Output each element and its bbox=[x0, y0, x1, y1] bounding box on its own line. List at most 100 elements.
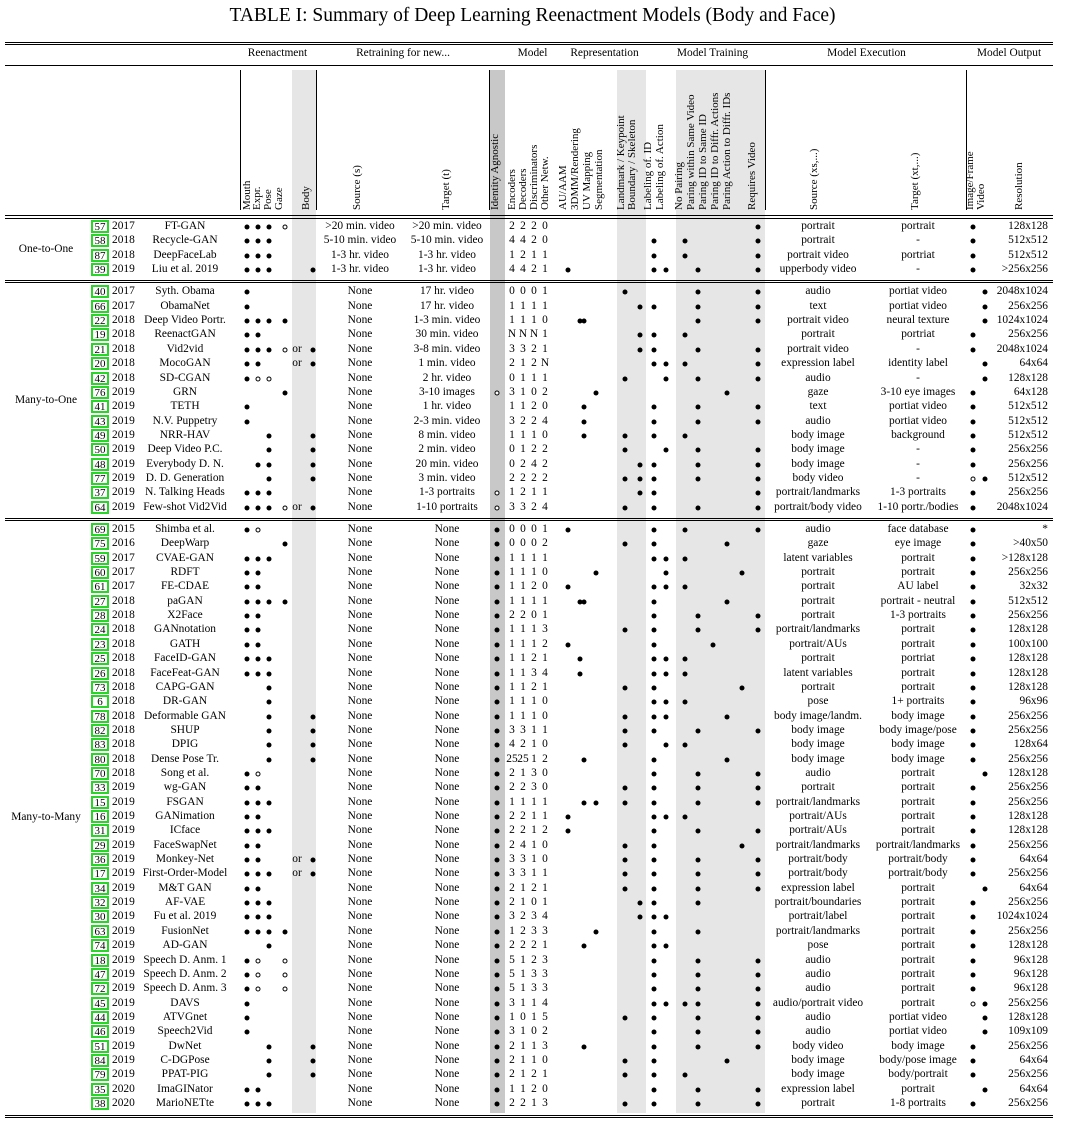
column-header: Paring ID to Diffr. Actions bbox=[709, 92, 721, 210]
row-source: None bbox=[347, 939, 373, 952]
header-separator bbox=[316, 70, 317, 210]
row-model-name: NRR-HAV bbox=[159, 428, 211, 441]
row-exec-target: portrait/body bbox=[888, 853, 948, 866]
row-exec-target: portrait bbox=[901, 623, 935, 636]
row-other-networks: 1 bbox=[542, 896, 548, 909]
check-mark bbox=[724, 1058, 730, 1064]
check-mark bbox=[494, 886, 500, 892]
check-mark bbox=[651, 1044, 657, 1050]
reference-badge: 16 bbox=[91, 810, 109, 823]
check-mark bbox=[266, 447, 272, 453]
check-mark bbox=[970, 347, 976, 353]
check-mark bbox=[755, 347, 761, 353]
check-mark bbox=[255, 599, 261, 605]
check-mark bbox=[565, 814, 571, 820]
row-encoders: 2 bbox=[509, 1097, 515, 1109]
row-exec-source: portrait bbox=[801, 328, 835, 341]
row-resolution: >256x256 bbox=[1001, 263, 1048, 276]
row-target: None bbox=[434, 723, 460, 736]
check-mark bbox=[494, 599, 500, 605]
check-mark bbox=[255, 843, 261, 849]
check-mark bbox=[695, 462, 701, 468]
reference-badge: 77 bbox=[91, 471, 109, 485]
row-decoders: 1 bbox=[520, 566, 526, 579]
row-encoders: 2 bbox=[509, 896, 515, 909]
row-target: 3-10 images bbox=[419, 385, 475, 398]
check-mark bbox=[651, 843, 657, 849]
check-mark bbox=[970, 419, 976, 425]
row-exec-target: - bbox=[916, 342, 920, 355]
header-separator bbox=[966, 70, 967, 210]
check-mark bbox=[755, 376, 761, 381]
row-discriminators: 1 bbox=[531, 723, 537, 736]
check-mark bbox=[255, 490, 261, 496]
check-mark bbox=[682, 814, 688, 820]
row-decoders: 3 bbox=[520, 723, 526, 736]
row-encoders: 3 bbox=[509, 723, 515, 736]
check-mark bbox=[682, 656, 688, 662]
row-year: 2019 bbox=[112, 1068, 135, 1081]
check-mark bbox=[255, 857, 261, 863]
row-other-networks: 1 bbox=[542, 810, 548, 822]
check-mark bbox=[622, 376, 628, 381]
row-year: 2019 bbox=[112, 810, 135, 822]
row-exec-target: eye image bbox=[894, 537, 942, 550]
check-mark bbox=[695, 958, 701, 963]
check-mark bbox=[755, 404, 761, 410]
row-decoders: 1 bbox=[520, 580, 526, 593]
check-mark bbox=[755, 289, 761, 295]
check-mark bbox=[982, 1087, 988, 1093]
row-discriminators: 0 bbox=[531, 537, 537, 550]
row-exec-target: portrait bbox=[901, 795, 935, 808]
row-model-name: Syth. Obama bbox=[155, 285, 215, 298]
row-discriminators: 1 bbox=[531, 838, 537, 851]
check-mark bbox=[970, 785, 976, 791]
row-decoders: 1 bbox=[520, 1082, 526, 1095]
check-mark bbox=[494, 1029, 500, 1035]
row-exec-source: portrait/landmarks bbox=[775, 795, 861, 808]
partial-mark bbox=[255, 527, 261, 533]
row-target: None bbox=[434, 1039, 460, 1052]
row-exec-source: body image bbox=[791, 1053, 845, 1066]
check-mark bbox=[266, 656, 272, 662]
row-encoders: 2 bbox=[509, 824, 515, 837]
row-discriminators: 3 bbox=[531, 781, 537, 794]
check-mark bbox=[255, 814, 261, 820]
check-mark bbox=[970, 390, 976, 396]
row-decoders: 1 bbox=[520, 400, 526, 413]
reference-badge: 79 bbox=[91, 1068, 109, 1082]
check-mark bbox=[266, 943, 272, 949]
check-mark bbox=[310, 447, 316, 453]
row-encoders: 1 bbox=[509, 428, 515, 441]
row-encoders: 2 bbox=[509, 1039, 515, 1052]
check-mark bbox=[651, 771, 657, 777]
reference-badge: 80 bbox=[91, 752, 109, 766]
row-source: None bbox=[347, 795, 373, 808]
check-mark bbox=[494, 1101, 500, 1107]
check-mark bbox=[755, 785, 761, 791]
check-mark bbox=[577, 599, 583, 605]
check-mark bbox=[244, 914, 250, 920]
row-resolution: 256x256 bbox=[1008, 896, 1048, 909]
check-mark bbox=[494, 800, 500, 806]
check-mark bbox=[266, 685, 272, 691]
row-exec-source: body image bbox=[791, 443, 845, 456]
row-year: 2016 bbox=[112, 537, 135, 550]
reference-badge: 43 bbox=[91, 414, 109, 428]
row-exec-source: portrait/body bbox=[788, 867, 848, 880]
row-discriminators: 1 bbox=[531, 1097, 537, 1109]
reference-badge: 60 bbox=[91, 566, 109, 580]
row-resolution: 128x128 bbox=[1008, 824, 1048, 837]
check-mark bbox=[724, 714, 730, 720]
reference-badge: 72 bbox=[91, 982, 109, 996]
row-year: 2019 bbox=[112, 982, 135, 995]
row-exec-source: portrait/body video bbox=[774, 500, 862, 513]
row-discriminators: 2 bbox=[531, 939, 537, 952]
row-target: 2 hr. video bbox=[422, 371, 472, 384]
row-resolution: 1024x1024 bbox=[996, 910, 1048, 923]
row-decoders: 1 bbox=[520, 428, 526, 441]
check-mark bbox=[970, 490, 976, 496]
row-resolution: 256x256 bbox=[1008, 867, 1048, 880]
row-encoders: 2 bbox=[509, 1068, 515, 1081]
row-encoders: 2 bbox=[509, 766, 515, 779]
